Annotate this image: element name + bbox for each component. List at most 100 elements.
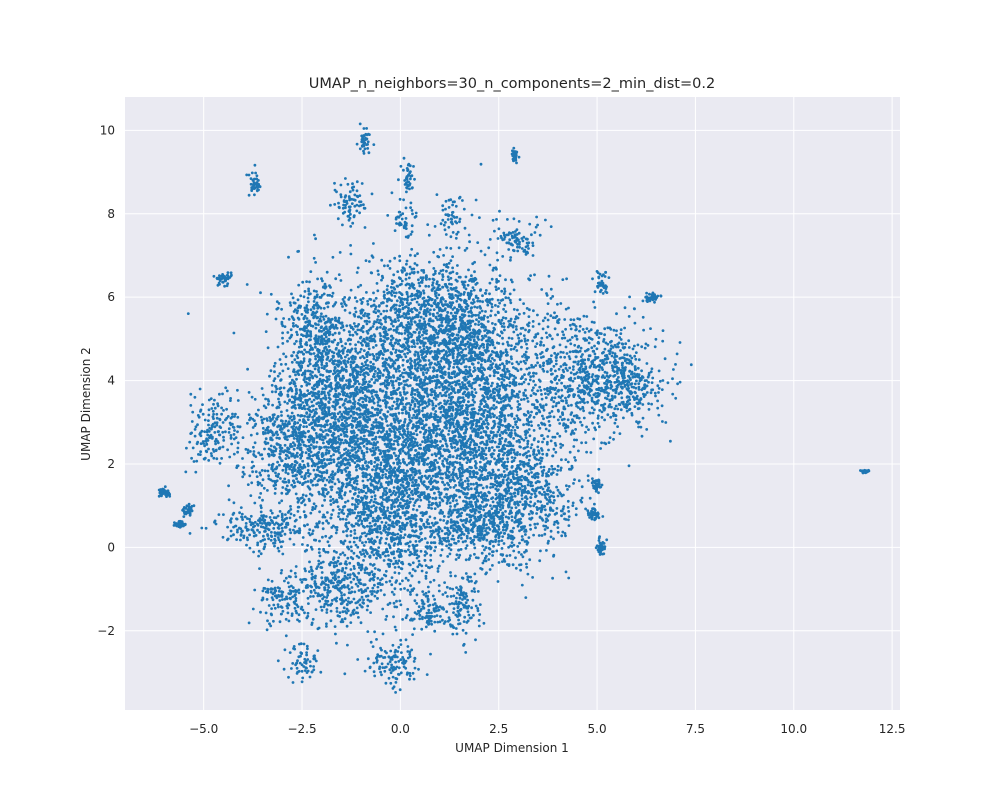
scatter-point [332,406,335,409]
scatter-point [380,409,383,412]
scatter-point [340,340,343,343]
scatter-point [434,418,437,421]
scatter-point [503,288,506,291]
scatter-point [512,366,515,369]
scatter-point [421,420,424,423]
scatter-point [404,372,407,375]
scatter-point [425,312,428,315]
scatter-point [395,370,398,373]
scatter-point [371,353,374,356]
scatter-point [480,250,483,253]
scatter-point [432,475,435,478]
scatter-point [409,302,412,305]
scatter-point [350,385,353,388]
scatter-point [457,297,460,300]
scatter-point [396,316,399,319]
scatter-point [477,361,480,364]
scatter-point [407,344,410,347]
scatter-point [384,417,387,420]
scatter-point [259,291,262,294]
scatter-point [356,271,359,274]
scatter-point [312,388,315,391]
scatter-point [515,368,518,371]
scatter-point [527,277,530,280]
scatter-point [323,499,326,502]
scatter-point [376,326,379,329]
scatter-point [502,343,505,346]
scatter-point [340,279,343,282]
scatter-point [362,297,365,300]
scatter-point [339,443,342,446]
scatter-point [357,341,360,344]
scatter-point [398,304,401,307]
scatter-point [400,269,403,272]
scatter-point [233,332,236,335]
scatter-point [511,337,514,340]
scatter-point [399,419,402,422]
scatter-point [423,348,426,351]
scatter-point [359,416,362,419]
scatter-point [469,373,472,376]
scatter-point [393,452,396,455]
scatter-point [349,374,352,377]
scatter-point [341,324,344,327]
scatter-point [409,284,412,287]
scatter-point [454,461,457,464]
scatter-point [382,365,385,368]
scatter-point [489,238,492,241]
scatter-point [384,384,387,387]
scatter-point [367,373,370,376]
scatter-point [469,453,472,456]
scatter-point [453,446,456,449]
scatter-point [462,424,465,427]
scatter-point [292,297,295,300]
scatter-point [463,322,466,325]
scatter-point [409,408,412,411]
scatter-point [341,469,344,472]
scatter-point [473,270,476,273]
scatter-point [297,373,300,376]
scatter-point [487,246,490,249]
scatter-point [353,315,356,318]
scatter-point [462,500,465,503]
scatter-point [473,366,476,369]
scatter-point [505,388,508,391]
scatter-point [362,416,365,419]
scatter-point [377,352,380,355]
scatter-point [311,371,314,374]
scatter-point [419,443,422,446]
scatter-point [447,275,450,278]
scatter-point [341,305,344,308]
scatter-point [399,316,402,319]
scatter-point [348,296,351,299]
scatter-point [456,366,459,369]
scatter-point [474,323,477,326]
scatter-point [414,416,417,419]
scatter-point [345,365,348,368]
scatter-point [457,426,460,429]
scatter-point [476,432,479,435]
scatter-point [500,381,503,384]
scatter-point [305,494,308,497]
scatter-point [296,370,299,373]
scatter-point [483,405,486,408]
scatter-point [323,392,326,395]
scatter-point [345,379,348,382]
scatter-point [354,296,357,299]
scatter-point [356,408,359,411]
scatter-point [425,278,428,281]
scatter-point [471,411,474,414]
scatter-point [442,356,445,359]
scatter-point [376,413,379,416]
scatter-point [517,409,520,412]
scatter-point [261,421,264,424]
scatter-point [364,312,367,315]
scatter-point [347,395,350,398]
scatter-point [443,343,446,346]
scatter-point [390,359,393,362]
scatter-point [342,388,345,391]
scatter-point [459,412,462,415]
scatter-point [504,425,507,428]
scatter-point [526,418,529,421]
scatter-point [439,300,442,303]
